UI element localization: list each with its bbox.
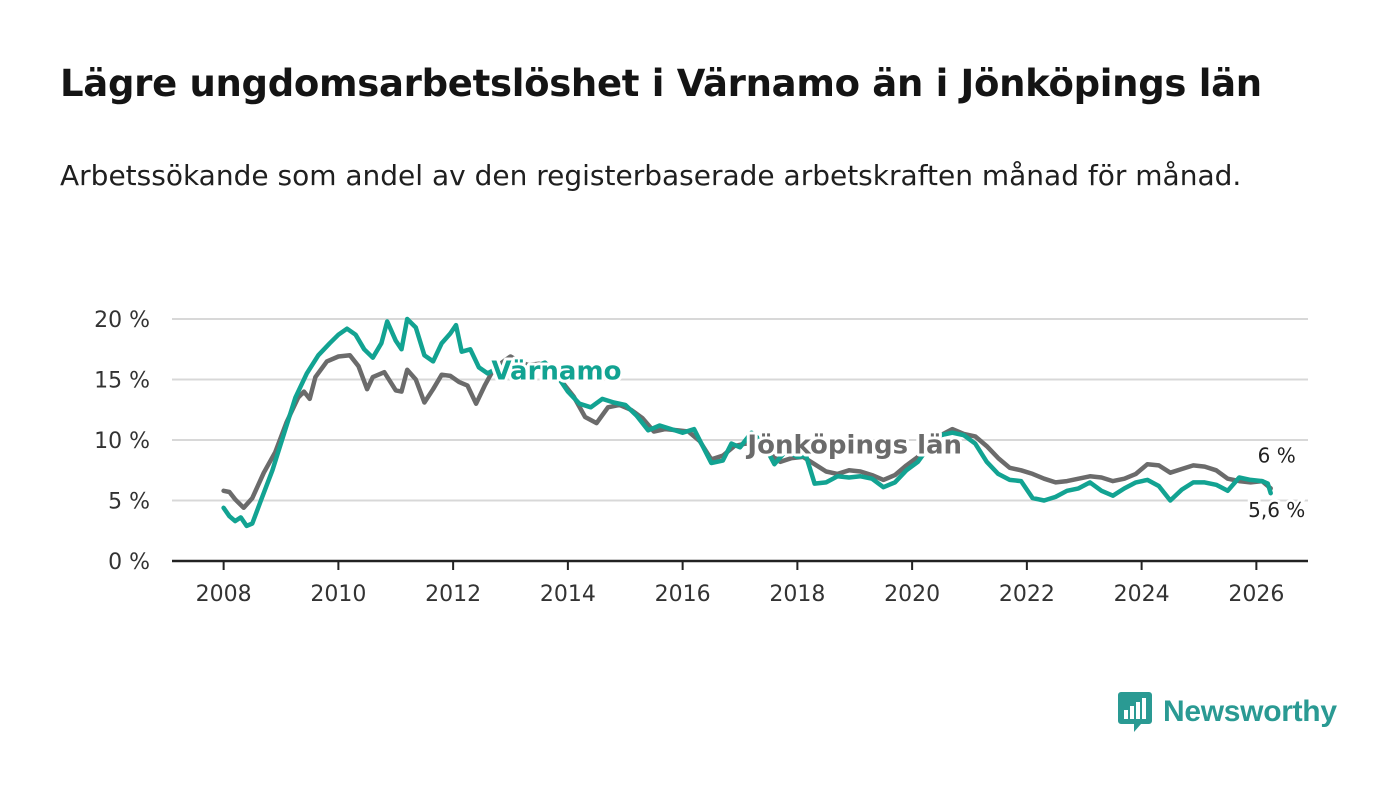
x-tick-label: 2008 [196, 582, 252, 607]
series-annotations: Värnamo Jönköpings län 6 % 5,6 % [488, 354, 1307, 525]
x-tick-label: 2014 [540, 582, 596, 607]
x-tick-label: 2022 [999, 582, 1055, 607]
x-tick-label: 2024 [1114, 582, 1170, 607]
series-lines [221, 316, 1273, 529]
series-line-v-rnamo [221, 316, 1273, 529]
y-axis: 0 % 5 % 10 % 15 % 20 % [94, 308, 150, 575]
chart-subtitle: Arbetssökande som andel av den registerb… [60, 159, 1242, 192]
y-tick-label: 10 % [94, 429, 150, 454]
brand-name: Newsworthy [1163, 695, 1337, 728]
x-tick-label: 2018 [769, 582, 825, 607]
newsworthy-logo: Newsworthy [1117, 690, 1337, 734]
chart-title: Lägre ungdomsarbetslöshet i Värnamo än i… [60, 62, 1262, 105]
x-tick-label: 2012 [425, 582, 481, 607]
x-tick-label: 2016 [655, 582, 711, 607]
series-label: Jönköpings län [745, 430, 962, 460]
y-tick-label: 5 % [108, 490, 150, 515]
end-value-label: 5,6 % [1248, 498, 1305, 522]
x-tick-label: 2026 [1228, 582, 1284, 607]
end-value-label: 6 % [1258, 443, 1296, 467]
grid-lines [172, 318, 1308, 502]
newsworthy-logo-icon [1118, 692, 1152, 732]
y-tick-label: 20 % [94, 308, 150, 333]
x-tick-label: 2010 [310, 582, 366, 607]
x-axis: 2008 2010 2012 2014 2016 2018 2020 2022 2024 2026 [172, 559, 1308, 607]
y-tick-label: 15 % [94, 369, 150, 394]
series-label: Värnamo [491, 357, 621, 387]
x-tick-label: 2020 [884, 582, 940, 607]
y-tick-label: 0 % [108, 550, 150, 575]
